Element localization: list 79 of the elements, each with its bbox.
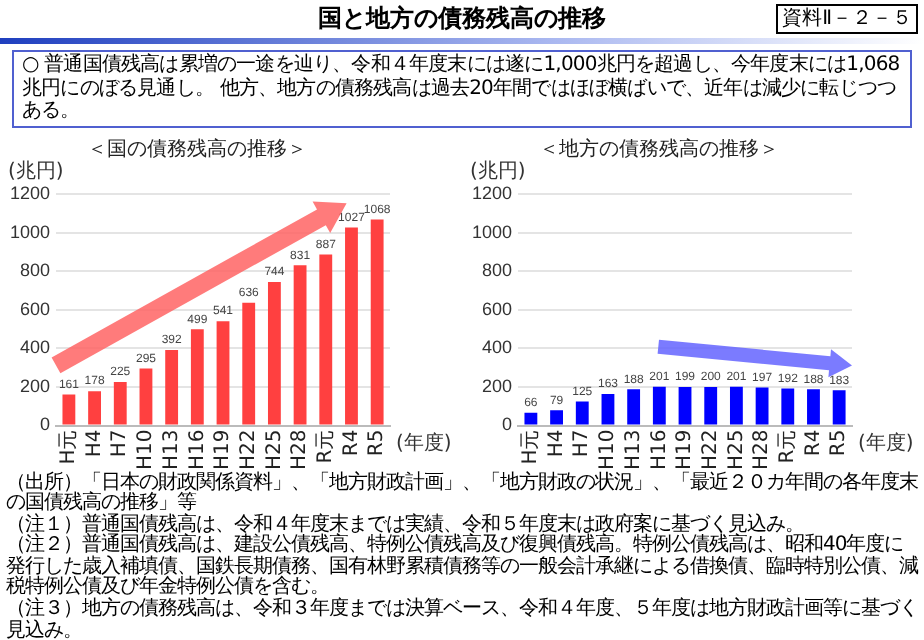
y-tick-label: 0 [40, 413, 51, 434]
x-tick-label: H7 [571, 428, 594, 457]
bar [88, 390, 101, 424]
bar [832, 389, 846, 424]
x-tick-label: H13 [622, 428, 645, 470]
text: 資料Ⅱ－２－５ [776, 4, 918, 34]
x-tick-label: R5 [828, 428, 851, 456]
bar [704, 385, 718, 424]
x-tick-label: H10 [597, 428, 620, 470]
bar [575, 400, 589, 424]
x-axis-title: (年度) [858, 429, 914, 454]
bar [267, 280, 281, 424]
x-tick-label: H4 [545, 428, 568, 457]
x-tick-label: H19 [212, 428, 235, 470]
y-axis-title: (兆円) [8, 158, 64, 183]
bar [293, 264, 307, 424]
y-tick-label: 1200 [9, 181, 51, 202]
bar [652, 385, 666, 424]
bar [319, 253, 333, 424]
bar [216, 320, 230, 424]
x-tick-label: H10 [135, 428, 158, 470]
x-tick-label: H13 [160, 428, 183, 470]
x-tick-label: R4 [340, 428, 363, 456]
x-tick-label: H28 [751, 428, 774, 470]
y-tick-label: 800 [19, 259, 51, 280]
y-tick-label: 1200 [471, 181, 513, 202]
x-tick-label: H28 [289, 428, 312, 470]
y-tick-label: 200 [481, 374, 513, 395]
y-axis-title: (兆円) [470, 158, 526, 183]
x-tick-label: H元 [520, 428, 543, 464]
y-tick-label: 1000 [9, 220, 51, 241]
bar [781, 387, 795, 424]
x-tick-label: R5 [366, 428, 389, 456]
x-tick-label: H22 [237, 428, 260, 470]
y-tick-label: 0 [502, 413, 513, 434]
text: （注２）普通国債残高は、建設公債残高、特例公債残高及び復興債残高。特例公債残高は、昭和40年度に発行した歳入補填債、国鉄長期債務、国有林野累積債務等の一般会計承継による借換債、臨時特別公債、減税特例公債及び年金特例公債を含む。 [6, 534, 918, 599]
text: （出所）「日本の財政関係資料」、「地方財政計画」、「地方財政の状況」、「最近２０カ年間の各年度末の国債残高の推移」等 [6, 471, 918, 515]
x-tick-label: H22 [699, 428, 722, 470]
bar [627, 388, 641, 424]
x-tick-label: H16 [186, 428, 209, 470]
chart-title: ＜国の債務残高の推移＞ [87, 136, 307, 161]
x-axis-title: (年度) [396, 429, 452, 454]
bar [370, 218, 384, 424]
text: （注３）地方の債務残高は、令和３年度までは決算ベース、令和４年度、５年度は地方財政計画等に基づく見込み。 [6, 598, 918, 640]
bar [729, 385, 743, 424]
y-tick-label: 1000 [471, 220, 513, 241]
bar [807, 388, 820, 424]
x-tick-label: H25 [263, 428, 286, 470]
bar [524, 411, 538, 424]
bar [139, 367, 153, 424]
x-tick-label: R元 [776, 428, 799, 463]
y-tick-label: 800 [481, 259, 513, 280]
bar [550, 409, 563, 424]
text: （注１）普通国債残高は、令和４年度末までは実績、令和５年度末は政府案に基づく見込み。 [6, 513, 804, 536]
bar [190, 328, 204, 424]
x-tick-label: R4 [802, 428, 825, 456]
x-tick-label: H25 [725, 428, 748, 470]
bar [165, 348, 179, 424]
text: ○ 普通国債残高は累増の一途を辿り、令和４年度末には遂に1,000兆円を超過し、今年度末には1,068兆円にのぼる見通し。 他方、地方の債務残高は過去20年間ではほぼ横ばいで、近年は減少に転じつつある。 [12, 50, 912, 127]
bar [113, 381, 127, 424]
x-tick-label: H7 [109, 428, 132, 457]
x-tick-label: H元 [58, 428, 81, 464]
bar [755, 386, 769, 424]
bar [242, 301, 256, 424]
y-tick-label: 600 [481, 297, 513, 318]
y-tick-label: 400 [481, 336, 513, 357]
y-tick-label: 400 [19, 336, 51, 357]
x-tick-label: H19 [674, 428, 697, 470]
chart-title: ＜地方の債務残高の推移＞ [539, 136, 779, 161]
x-tick-label: R元 [314, 428, 337, 463]
x-tick-label: H16 [648, 428, 671, 470]
bar [345, 226, 358, 424]
text: 国と地方の債務残高の推移 [318, 4, 606, 32]
bar [62, 393, 76, 424]
x-tick-label: H4 [83, 428, 106, 457]
y-tick-label: 600 [19, 297, 51, 318]
bar [678, 386, 692, 424]
bar [601, 393, 615, 424]
y-tick-label: 200 [19, 374, 51, 395]
